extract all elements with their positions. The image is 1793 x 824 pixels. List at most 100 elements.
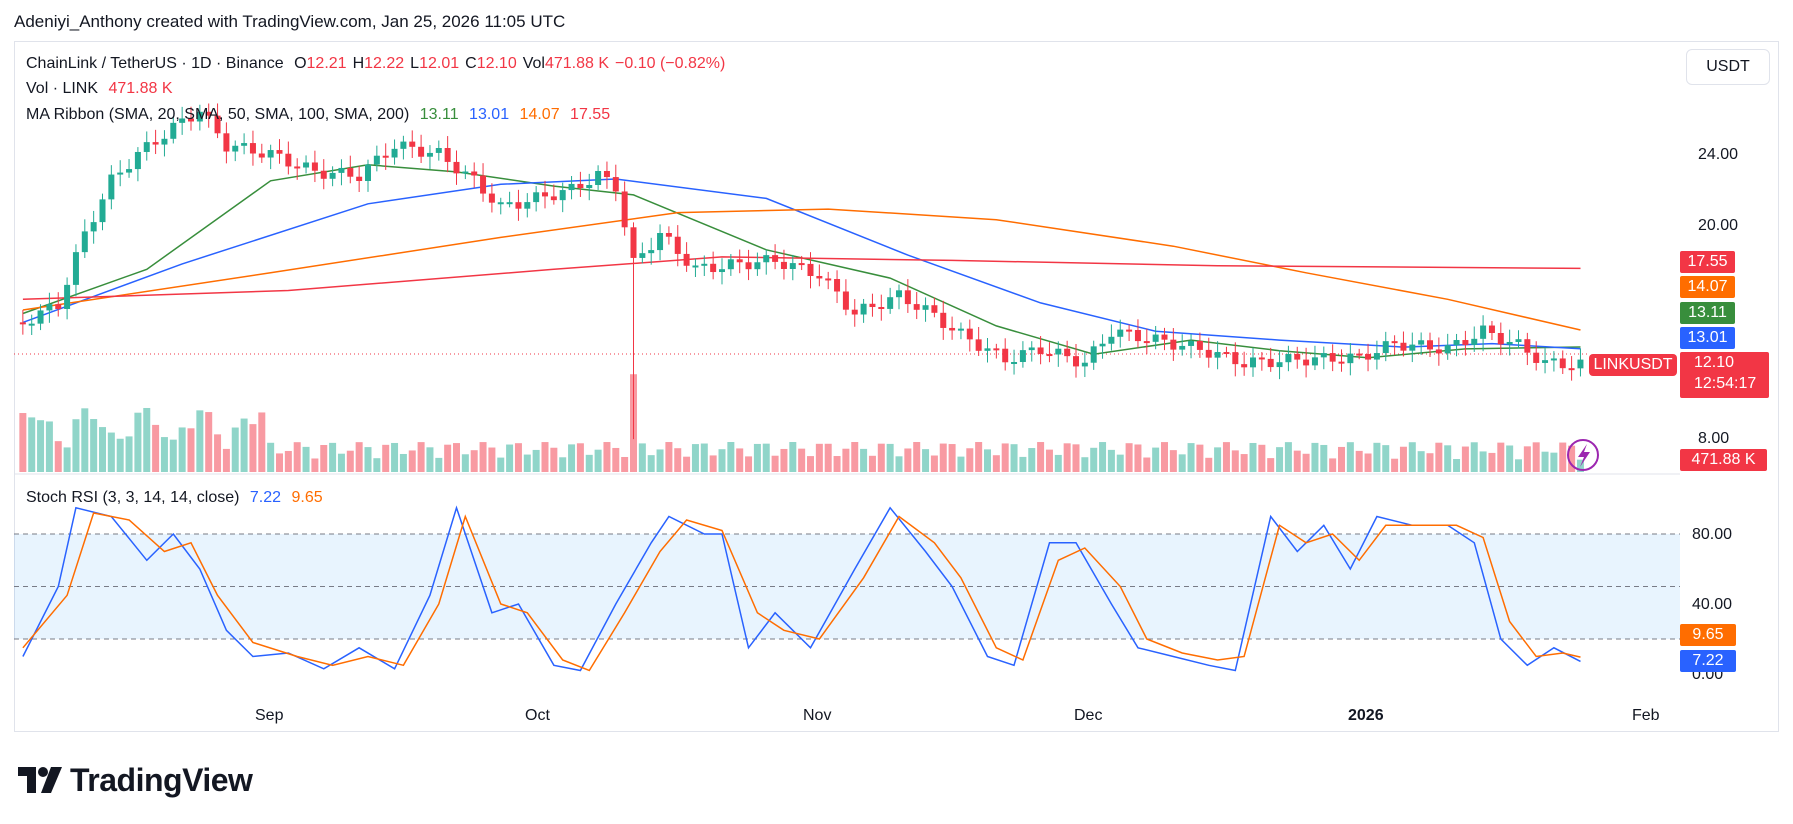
volume-bar [984,449,991,472]
candle-body [1329,353,1336,362]
volume-bar [798,448,806,472]
volume-bar [1541,451,1549,472]
volume-bar [54,441,62,472]
legend-high: 12.22 [364,55,405,72]
candle-body [1117,329,1124,337]
price-label-ma20: 13.11 [1680,302,1735,324]
candle-body [365,164,371,182]
brand-name: TradingView [70,761,253,798]
candle-body [887,297,894,309]
candle-body [409,141,416,147]
volume-bar [621,456,629,472]
volume-bar [1488,452,1496,472]
legend-volume-label[interactable]: Vol · LINK [26,80,99,97]
candle-body [869,303,876,308]
candle-body [1276,362,1283,368]
volume-bar [904,448,912,472]
flash-icon[interactable] [1567,439,1599,471]
volume-bar [948,444,956,472]
candle-body [249,143,256,154]
bar-countdown: 12:54:17 [1694,375,1757,392]
candle-body [524,202,531,209]
candle-body [81,231,88,253]
candle-body [1524,339,1531,353]
volume-bar [523,454,531,472]
volume-bar [1479,451,1487,472]
volume-bar [771,455,779,472]
candle-body [834,279,841,292]
symbol-price-tag[interactable]: LINKUSDT [1589,354,1677,376]
price-candles [19,103,1584,440]
candle-body [736,259,743,263]
candle-body [126,169,133,173]
candle-body [108,174,115,200]
candle-body [1046,354,1053,357]
price-label-ma200: 17.55 [1680,251,1735,273]
candle-body [683,253,690,266]
volume-bar [178,427,186,472]
volume-bar [585,454,593,472]
volume-bar [1399,446,1407,472]
legend-stoch-label[interactable]: Stoch RSI (3, 3, 14, 14, close) [26,489,240,506]
legend-symbol[interactable]: ChainLink / TetherUS · 1D · Binance [26,55,284,72]
tradingview-logo[interactable]: TradingView [18,760,253,800]
candle-body [1311,357,1318,366]
volume-bar [417,442,425,472]
volume-bar [1346,442,1354,472]
volume-bar [488,447,496,472]
candle-body [1090,346,1097,363]
legend-ma20: 13.11 [419,106,459,123]
candle-body [303,162,310,168]
candle-body [435,148,442,153]
candle-body [143,142,150,152]
volume-bar [152,424,160,472]
volume-bar [957,456,965,472]
candle-body [1028,347,1035,351]
candle-body [1134,330,1141,342]
ma-line-sma-200 [22,256,1581,301]
volume-bar [576,443,584,472]
candle-body [727,259,734,270]
volume-bar [346,450,354,472]
candle-body [232,145,239,152]
candle-body [170,122,177,139]
candle-body [595,170,602,186]
volume-bar [1028,448,1036,472]
candle-body [338,167,345,173]
candle-body [949,327,956,331]
volume-bar [1001,443,1009,472]
volume-bar [1276,447,1284,472]
candle-body [630,227,637,258]
volume-bar [1444,445,1452,472]
candle-body [816,276,823,279]
candle-body [842,291,849,310]
candle-body [1559,358,1566,369]
candle-body [258,153,265,158]
volume-bar [249,424,257,472]
candle-body [1515,339,1522,342]
chart-frame [14,41,1779,732]
volume-bar [1497,442,1505,472]
candle-body [975,339,982,351]
currency-button[interactable]: USDT [1686,49,1770,85]
volume-bar [391,442,399,472]
volume-bar [373,458,381,472]
volume-bar [1045,449,1053,472]
volume-bar [1090,447,1098,472]
candle-body [851,309,858,315]
candle-body [1418,340,1425,345]
candle-body [1462,340,1469,345]
legend-ma-label[interactable]: MA Ribbon (SMA, 20, SMA, 50, SMA, 100, S… [26,106,410,123]
volume-bar [1205,457,1213,472]
candle-body [966,328,973,340]
candle-body [825,278,832,281]
rsi-tick-80: 80.00 [1692,526,1732,543]
volume-bar [169,439,177,472]
candle-body [46,304,53,311]
candle-body [1347,353,1354,364]
candle-body [214,115,221,134]
volume-bar [1258,444,1266,472]
candle-body [1250,357,1256,368]
candle-body [347,167,354,177]
